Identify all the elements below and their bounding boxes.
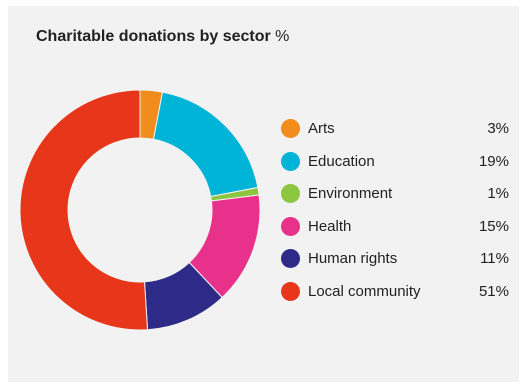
legend-value-education: 19% xyxy=(478,152,509,170)
donut-slice-education xyxy=(152,91,259,198)
legend-label-local-community: Local community xyxy=(308,282,421,300)
legend-item-local-community: Local community 51% xyxy=(281,279,511,312)
legend-label-health: Health xyxy=(308,217,352,235)
legend-value-environment: 1% xyxy=(487,185,509,203)
donut-slice-local-community xyxy=(20,90,149,330)
chart-legend: Arts 3% Education 19% Environment 1% Health 15%… xyxy=(281,116,511,312)
legend-item-arts: Arts 3% xyxy=(281,116,511,149)
legend-label-education: Education xyxy=(308,152,375,170)
legend-value-human-rights: 11% xyxy=(480,250,509,268)
donut-chart xyxy=(20,90,260,330)
legend-value-local-community: 51% xyxy=(478,282,509,300)
chart-title-unit: % xyxy=(275,28,290,45)
legend-swatch-education xyxy=(281,151,300,171)
legend-swatch-human-rights xyxy=(281,249,300,269)
legend-label-human-rights: Human rights xyxy=(308,250,398,268)
legend-item-human-rights: Human rights 11% xyxy=(281,246,511,279)
legend-label-environment: Environment xyxy=(308,185,393,203)
legend-item-health: Health 15% xyxy=(281,214,511,247)
legend-item-environment: Environment 1% xyxy=(281,181,511,214)
legend-item-education: Education 19% xyxy=(281,149,511,182)
legend-swatch-health xyxy=(281,216,300,236)
legend-swatch-local-community xyxy=(281,281,300,301)
chart-title-text: Charitable donations by sector xyxy=(36,28,271,45)
legend-value-health: 15% xyxy=(478,217,509,235)
chart-title: Charitable donations by sector % xyxy=(36,28,289,46)
legend-value-arts: 3% xyxy=(487,120,509,137)
legend-swatch-environment xyxy=(281,184,300,204)
legend-label-arts: Arts xyxy=(308,120,335,137)
legend-swatch-arts xyxy=(281,119,300,138)
